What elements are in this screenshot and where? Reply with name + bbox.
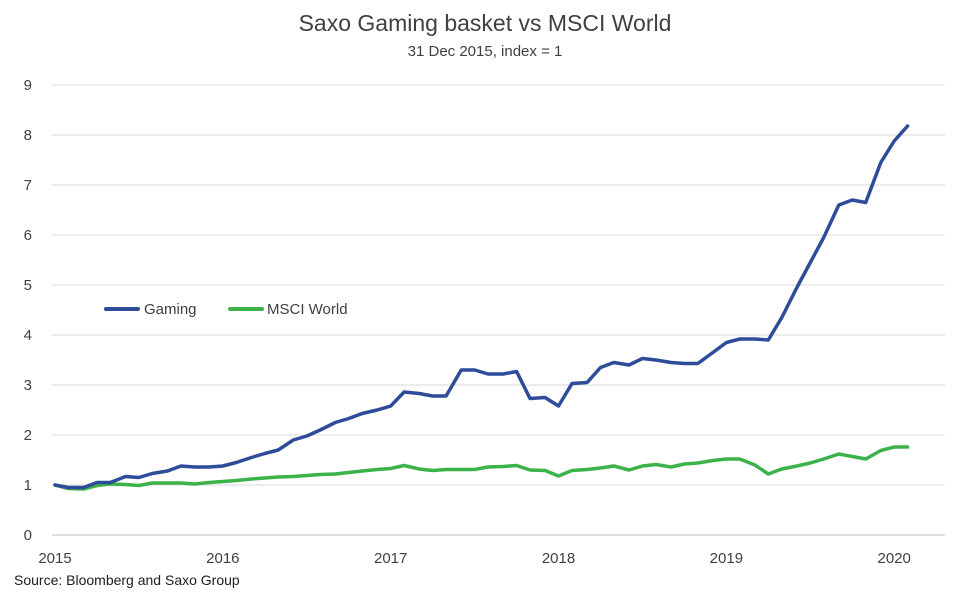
source-note: Source: Bloomberg and Saxo Group xyxy=(14,572,240,588)
legend-label-gaming: Gaming xyxy=(144,301,197,318)
x-tick-label: 2016 xyxy=(206,550,239,567)
gridlines xyxy=(52,84,945,536)
y-tick-label: 7 xyxy=(24,177,32,194)
y-tick-label: 6 xyxy=(24,227,32,244)
x-tick-label: 2019 xyxy=(710,550,743,567)
x-axis-ticks: 2015 2016 2017 2018 2019 2020 xyxy=(38,550,911,567)
series-lines xyxy=(53,124,910,491)
series-line-msci-world xyxy=(53,445,910,491)
y-tick-label: 9 xyxy=(24,77,32,94)
chart-title: Saxo Gaming basket vs MSCI World xyxy=(298,10,672,36)
legend: Gaming MSCI World xyxy=(104,301,348,318)
series-line-gaming xyxy=(53,124,910,490)
y-tick-label: 2 xyxy=(24,427,32,444)
y-tick-label: 3 xyxy=(24,377,32,394)
y-tick-label: 4 xyxy=(24,327,32,344)
y-tick-label: 8 xyxy=(24,127,32,144)
chart-subtitle: 31 Dec 2015, index = 1 xyxy=(407,43,563,60)
legend-label-msci-world: MSCI World xyxy=(267,301,348,318)
y-axis-ticks: 0 1 2 3 4 5 6 7 8 9 xyxy=(24,77,32,544)
x-tick-label: 2017 xyxy=(374,550,407,567)
y-tick-label: 5 xyxy=(24,277,32,294)
x-tick-label: 2020 xyxy=(878,550,911,567)
x-tick-label: 2015 xyxy=(38,550,71,567)
y-tick-label: 1 xyxy=(24,477,32,494)
x-tick-label: 2018 xyxy=(542,550,575,567)
y-tick-label: 0 xyxy=(24,527,32,544)
